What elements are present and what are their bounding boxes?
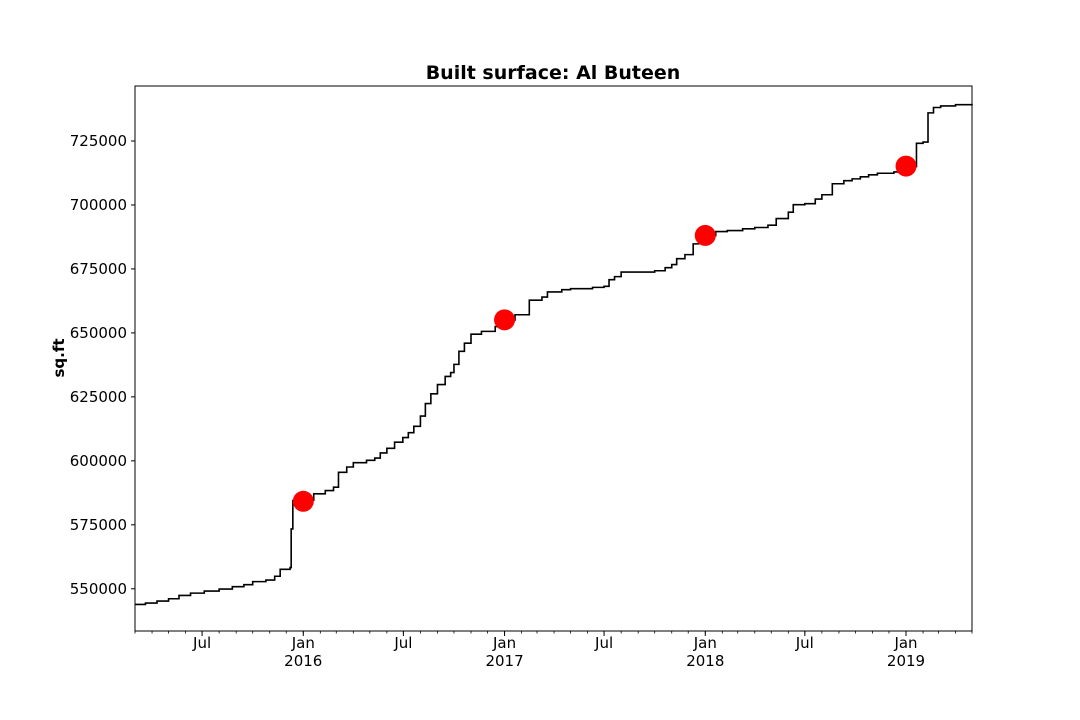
x-tick-label: Jul [192, 634, 211, 652]
y-tick-label: 650000 [70, 324, 127, 342]
y-tick-label: 675000 [70, 260, 127, 278]
x-tick-label: Jan [291, 634, 315, 652]
x-tick-year-label: 2016 [284, 652, 322, 670]
y-tick-label: 700000 [70, 196, 127, 214]
y-tick-label: 600000 [70, 452, 127, 470]
chart-title: Built surface: Al Buteen [426, 62, 681, 84]
x-tick-label: Jan [492, 634, 516, 652]
marker-point-3 [694, 224, 716, 246]
x-tick-label: Jul [393, 634, 412, 652]
y-tick-label: 575000 [70, 516, 127, 534]
y-tick-label: 625000 [70, 388, 127, 406]
marker-point-4 [895, 155, 917, 177]
x-tick-year-label: 2017 [485, 652, 523, 670]
y-axis-label: sq.ft [50, 338, 68, 377]
x-tick-label: Jul [795, 634, 814, 652]
y-axis: 550000 575000 600000 625000 650000 675000 7000… [70, 132, 135, 598]
y-tick-label: 550000 [70, 580, 127, 598]
y-tick-label: 725000 [70, 132, 127, 150]
x-tick-year-label: 2018 [686, 652, 724, 670]
marker-point-2 [494, 309, 516, 331]
x-tick-year-label: 2019 [887, 652, 925, 670]
x-tick-label: Jul [594, 634, 613, 652]
series-line [135, 103, 973, 606]
x-tick-label: Jan [693, 634, 717, 652]
plot-area [135, 103, 973, 606]
plot-frame [134, 85, 973, 632]
x-tick-label: Jan [893, 634, 917, 652]
marker-point-1 [292, 490, 314, 512]
